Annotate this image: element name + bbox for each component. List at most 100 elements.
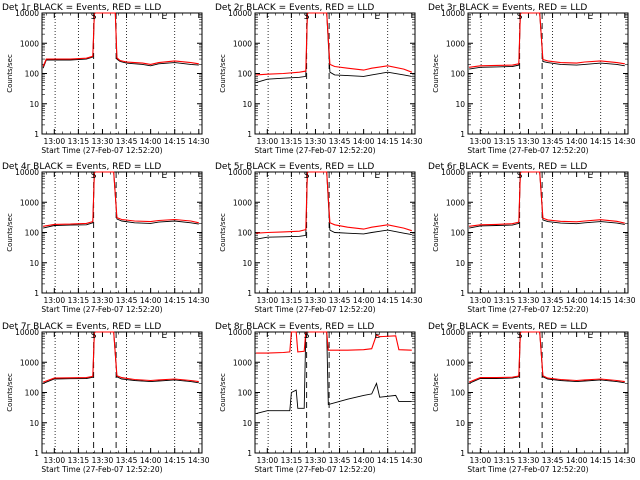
y-tick-label: 100 xyxy=(238,389,253,398)
x-tick-label: 13:45 xyxy=(329,296,351,305)
x-tick-label: 13:30 xyxy=(92,137,114,146)
y-tick-label: 10000 xyxy=(228,168,252,177)
series-line-lld xyxy=(256,12,412,76)
chart-title: Det 7r BLACK = Events, RED = LLD xyxy=(2,322,161,332)
chart-title: Det 6r BLACK = Events, RED = LLD xyxy=(428,162,587,172)
x-tick-label: 13:30 xyxy=(305,137,327,146)
y-tick-label: 1000 xyxy=(233,39,252,48)
y-tick-label: 1 xyxy=(34,130,39,139)
chart-panel-6: Det 6r BLACK = Events, RED = LLD Counts/s… xyxy=(428,162,636,314)
x-axis-label: Start Time (27-Feb-07 12:52:20) xyxy=(41,146,162,155)
chart-title: Det 3r BLACK = Events, RED = LLD xyxy=(428,3,587,13)
x-tick-label: 14:30 xyxy=(188,456,210,465)
series-line-events xyxy=(256,171,412,240)
x-tick-label: 13:30 xyxy=(518,456,540,465)
y-tick-label: 1000 xyxy=(446,198,465,207)
x-tick-label: 13:00 xyxy=(469,456,491,465)
x-tick-label: 14:00 xyxy=(566,456,588,465)
chart-panel-8: Det 8r BLACK = Events, RED = LLD Counts/s… xyxy=(215,322,423,474)
y-tick-label: 10 xyxy=(455,259,465,268)
y-tick-label: 1000 xyxy=(20,198,39,207)
y-tick-label: 10 xyxy=(242,100,252,109)
y-tick-label: 1 xyxy=(460,449,465,458)
x-tick-label: 14:00 xyxy=(140,296,162,305)
y-tick-label: 10000 xyxy=(441,328,465,337)
chart-panel-9: Det 9r BLACK = Events, RED = LLD Counts/s… xyxy=(428,322,636,474)
x-tick-label: 14:15 xyxy=(590,137,612,146)
x-tick-label: 14:15 xyxy=(590,296,612,305)
x-tick-label: 13:00 xyxy=(43,296,65,305)
chart-title: Det 4r BLACK = Events, RED = LLD xyxy=(2,162,161,172)
x-axis-label: Start Time (27-Feb-07 12:52:20) xyxy=(41,305,162,314)
chart-title: Det 2r BLACK = Events, RED = LLD xyxy=(215,3,374,13)
x-tick-label: 14:00 xyxy=(353,137,375,146)
chart-panel-7: Det 7r BLACK = Events, RED = LLD Counts/s… xyxy=(2,322,210,474)
x-tick-label: 14:00 xyxy=(140,137,162,146)
x-axis-label: Start Time (27-Feb-07 12:52:20) xyxy=(41,465,162,474)
x-tick-label: 14:15 xyxy=(590,456,612,465)
y-axis-label: Counts/sec xyxy=(219,54,227,93)
series-line-lld xyxy=(256,331,412,354)
plot-frame xyxy=(467,331,629,454)
y-tick-label: 10 xyxy=(29,419,39,428)
y-tick-label: 1000 xyxy=(446,39,465,48)
y-axis-label: Counts/sec xyxy=(219,373,227,412)
y-tick-label: 1 xyxy=(247,130,252,139)
y-tick-label: 10000 xyxy=(228,9,252,18)
x-axis-label: Start Time (27-Feb-07 12:52:20) xyxy=(254,146,375,155)
y-tick-label: 1000 xyxy=(20,358,39,367)
x-tick-label: 14:30 xyxy=(401,296,423,305)
x-tick-label: 13:45 xyxy=(542,456,564,465)
plot-frame xyxy=(41,331,203,454)
y-tick-label: 1 xyxy=(247,449,252,458)
s-marker: S xyxy=(517,331,523,341)
x-tick-label: 14:30 xyxy=(188,296,210,305)
x-tick-label: 13:15 xyxy=(494,456,516,465)
x-tick-label: 14:15 xyxy=(377,456,399,465)
y-tick-label: 10000 xyxy=(441,168,465,177)
e-marker: E xyxy=(587,331,593,341)
y-tick-label: 100 xyxy=(451,229,466,238)
y-tick-label: 1000 xyxy=(446,358,465,367)
chart-title: Det 9r BLACK = Events, RED = LLD xyxy=(428,322,587,332)
x-tick-label: 14:15 xyxy=(164,296,186,305)
chart-title: Det 8r BLACK = Events, RED = LLD xyxy=(215,322,374,332)
y-axis-label: Counts/sec xyxy=(219,213,227,252)
x-tick-label: 13:45 xyxy=(542,137,564,146)
e-marker: E xyxy=(374,12,380,22)
series-line-events xyxy=(468,331,625,384)
x-tick-label: 13:45 xyxy=(116,137,138,146)
e-marker: E xyxy=(161,171,167,181)
y-tick-label: 100 xyxy=(451,70,466,79)
y-axis-label: Counts/sec xyxy=(6,54,14,93)
chart-panel-2: Det 2r BLACK = Events, RED = LLD Counts/s… xyxy=(215,3,423,155)
x-tick-label: 13:15 xyxy=(68,296,90,305)
y-tick-label: 10000 xyxy=(15,328,39,337)
x-tick-label: 13:15 xyxy=(494,137,516,146)
y-tick-label: 10 xyxy=(242,419,252,428)
x-tick-label: 13:30 xyxy=(305,456,327,465)
chart-panel-1: Det 1r BLACK = Events, RED = LLD Counts/s… xyxy=(2,3,210,155)
s-marker: S xyxy=(304,12,310,22)
series-line-lld xyxy=(469,171,625,227)
x-tick-label: 13:30 xyxy=(92,456,114,465)
e-marker: E xyxy=(587,171,593,181)
chart-panel-5: Det 5r BLACK = Events, RED = LLD Counts/s… xyxy=(215,162,423,314)
s-marker: S xyxy=(517,12,523,22)
x-tick-label: 14:15 xyxy=(164,456,186,465)
x-tick-label: 14:30 xyxy=(614,296,636,305)
chart-title: Det 1r BLACK = Events, RED = LLD xyxy=(2,3,161,13)
s-marker: S xyxy=(304,331,310,341)
x-tick-label: 13:00 xyxy=(469,137,491,146)
x-tick-label: 13:15 xyxy=(68,456,90,465)
y-tick-label: 10000 xyxy=(15,9,39,18)
chart-panel-4: Det 4r BLACK = Events, RED = LLD Counts/s… xyxy=(2,162,210,314)
y-tick-label: 1 xyxy=(247,289,252,298)
x-tick-label: 13:00 xyxy=(469,296,491,305)
x-axis-label: Start Time (27-Feb-07 12:52:20) xyxy=(467,305,588,314)
x-tick-label: 13:00 xyxy=(256,137,278,146)
x-tick-label: 14:00 xyxy=(566,296,588,305)
chart-panel-3: Det 3r BLACK = Events, RED = LLD Counts/s… xyxy=(428,3,636,155)
x-tick-label: 13:00 xyxy=(256,296,278,305)
series-line-lld xyxy=(469,12,625,68)
